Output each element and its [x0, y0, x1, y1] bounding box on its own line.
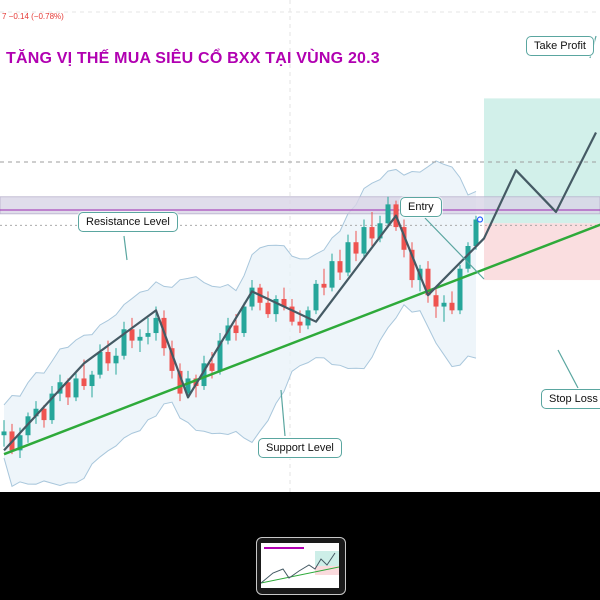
candle-body	[345, 242, 351, 273]
candle-body	[241, 306, 247, 334]
candle-body	[33, 408, 39, 417]
candle-body	[329, 261, 335, 288]
candle-body	[473, 219, 479, 246]
candle-body	[129, 329, 135, 341]
candle-body	[105, 351, 111, 364]
candle-body	[273, 298, 279, 315]
candle-body	[233, 325, 239, 334]
chart-panel[interactable]: 7 −0.14 (−0.78%) TĂNG VỊ THẾ MUA SIÊU CỔ…	[0, 0, 600, 492]
candle-body	[137, 336, 143, 341]
price-change-readout: 7 −0.14 (−0.78%)	[2, 12, 64, 21]
bollinger-lower-line	[3, 303, 477, 488]
candle-body	[145, 333, 151, 337]
candle-body	[449, 302, 455, 311]
candle-body	[97, 351, 103, 375]
candle-body	[425, 268, 431, 296]
thumbnail-preview	[261, 543, 339, 588]
candle-body	[361, 227, 367, 254]
candle-body	[113, 355, 119, 364]
candle-body	[321, 283, 327, 288]
entry-callout-pointer	[424, 217, 485, 280]
candle-body	[313, 283, 319, 311]
candle-body	[89, 374, 95, 387]
candle-body	[289, 306, 295, 322]
candle-body	[41, 408, 47, 421]
candle-body	[441, 302, 447, 307]
price-path-zigzag	[3, 131, 597, 452]
support-level-callout[interactable]: Support Level	[258, 438, 342, 458]
candle-body	[433, 295, 439, 307]
support-trendline	[3, 223, 600, 456]
candle-body	[377, 223, 383, 239]
resistance-callout-pointer	[123, 235, 128, 261]
candle-body	[265, 302, 271, 315]
entry-marker	[476, 216, 484, 223]
candle-body	[249, 287, 255, 307]
candle-body	[81, 378, 87, 387]
bollinger-upper-line	[3, 160, 477, 406]
candle-body	[353, 242, 359, 254]
stop-loss-callout[interactable]: Stop Loss	[541, 389, 600, 409]
candle-body	[201, 363, 207, 387]
candle-body	[297, 321, 303, 326]
candle-body	[73, 378, 79, 398]
candle-body	[177, 370, 183, 394]
candlestick-chart[interactable]	[0, 0, 600, 492]
candle-body	[185, 378, 191, 394]
candle-body	[153, 317, 159, 334]
candle-body	[337, 261, 343, 273]
candle-body	[457, 268, 463, 311]
candle-body	[17, 435, 23, 451]
candle-body	[169, 348, 175, 371]
candle-body	[281, 298, 287, 307]
chart-title: TĂNG VỊ THẾ MUA SIÊU CỔ BXX TẠI VÙNG 20.…	[6, 50, 380, 67]
candle-body	[121, 329, 127, 356]
candle-body	[385, 204, 391, 224]
support-callout-pointer	[280, 389, 286, 437]
take-profit-callout[interactable]: Take Profit	[526, 36, 594, 56]
chart-thumbnail[interactable]	[256, 537, 346, 595]
resistance-level-callout[interactable]: Resistance Level	[78, 212, 178, 232]
candle-body	[65, 382, 71, 398]
candle-body	[409, 249, 415, 281]
candle-body	[369, 227, 375, 239]
candle-body	[217, 340, 223, 371]
entry-callout[interactable]: Entry	[400, 197, 442, 217]
stop-loss-callout-pointer	[557, 349, 579, 389]
candle-body	[465, 246, 471, 269]
candle-body	[1, 431, 7, 436]
candle-body	[209, 363, 215, 371]
candle-body	[49, 393, 55, 421]
